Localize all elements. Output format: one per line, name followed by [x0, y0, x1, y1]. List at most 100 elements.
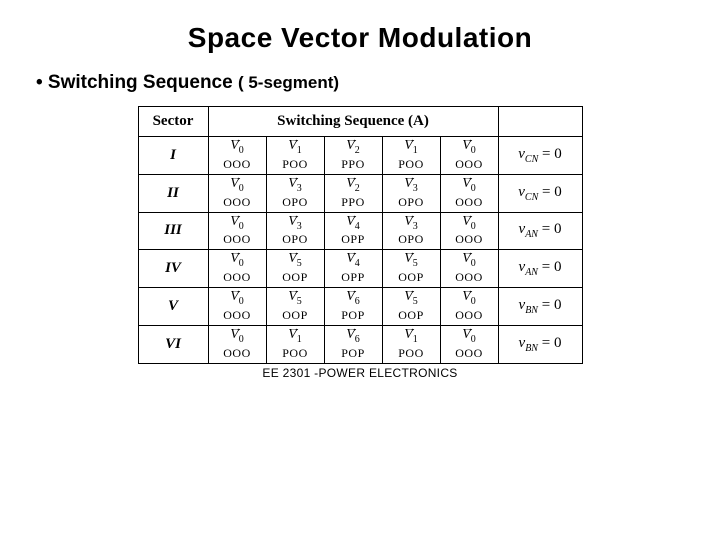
switching-code: POP [329, 308, 378, 323]
vector-label: →V3 [271, 177, 320, 194]
switching-code: OOO [445, 157, 494, 172]
sector-label: IV [138, 250, 208, 288]
switching-code: OPO [271, 232, 320, 247]
vector-label: →V5 [271, 252, 320, 269]
switching-sequence-table: Sector Switching Sequence (A) I→V0OOO→V1… [138, 106, 583, 364]
sequence-cell: →V1POO [266, 325, 324, 363]
sequence-cell: →V3OPO [382, 174, 440, 212]
sequence-cell: →V0OOO [208, 250, 266, 288]
vector-label: →V0 [445, 290, 494, 307]
sequence-cell: →V4OPP [324, 250, 382, 288]
switching-code: OOO [445, 270, 494, 285]
sequence-cell: →V0OOO [440, 250, 498, 288]
vector-label: →V0 [213, 328, 262, 345]
sequence-cell: →V0OOO [208, 137, 266, 175]
table-row: II→V0OOO→V3OPO→V2PPO→V3OPO→V0OOOvCN = 0 [138, 174, 582, 212]
sequence-cell: →V1POO [382, 137, 440, 175]
switching-code: OOO [445, 308, 494, 323]
vector-label: →V2 [329, 177, 378, 194]
sequence-cell: →V3OPO [382, 212, 440, 250]
vector-label: →V2 [329, 139, 378, 156]
equation-cell: vCN = 0 [498, 174, 582, 212]
switching-code: OPO [387, 232, 436, 247]
vector-label: →V1 [271, 139, 320, 156]
vector-label: →V0 [445, 139, 494, 156]
table-row: I→V0OOO→V1POO→V2PPO→V1POO→V0OOOvCN = 0 [138, 137, 582, 175]
switching-code: PPO [329, 157, 378, 172]
vector-label: →V0 [213, 290, 262, 307]
table-row: IV→V0OOO→V5OOP→V4OPP→V5OOP→V0OOOvAN = 0 [138, 250, 582, 288]
switching-code: POO [387, 157, 436, 172]
equation-cell: vAN = 0 [498, 212, 582, 250]
vector-label: →V1 [271, 328, 320, 345]
sequence-cell: →V5OOP [266, 250, 324, 288]
switching-code: OOO [213, 308, 262, 323]
sector-label: III [138, 212, 208, 250]
vector-label: →V0 [213, 177, 262, 194]
vector-label: →V3 [387, 215, 436, 232]
sequence-cell: →V0OOO [208, 212, 266, 250]
vector-label: →V1 [387, 328, 436, 345]
sequence-cell: →V0OOO [208, 325, 266, 363]
sector-label: II [138, 174, 208, 212]
table-row: VI→V0OOO→V1POO→V6POP→V1POO→V0OOOvBN = 0 [138, 325, 582, 363]
sequence-cell: →V3OPO [266, 212, 324, 250]
sequence-cell: →V0OOO [440, 174, 498, 212]
vector-label: →V0 [213, 252, 262, 269]
sequence-cell: →V5OOP [266, 288, 324, 326]
vector-label: →V3 [387, 177, 436, 194]
switching-code: OOP [387, 270, 436, 285]
sequence-cell: →V0OOO [440, 137, 498, 175]
switching-code: OOO [445, 232, 494, 247]
table-header-row: Sector Switching Sequence (A) [138, 107, 582, 137]
sequence-cell: →V1POO [266, 137, 324, 175]
vector-label: →V0 [213, 139, 262, 156]
sequence-cell: →V6POP [324, 288, 382, 326]
table-row: V→V0OOO→V5OOP→V6POP→V5OOP→V0OOOvBN = 0 [138, 288, 582, 326]
sequence-cell: →V0OOO [440, 325, 498, 363]
sequence-cell: →V5OOP [382, 288, 440, 326]
switching-code: OOO [445, 346, 494, 361]
sequence-cell: →V1POO [382, 325, 440, 363]
sequence-cell: →V0OOO [208, 288, 266, 326]
switching-code: OOO [445, 195, 494, 210]
vector-label: →V3 [271, 215, 320, 232]
vector-label: →V0 [445, 215, 494, 232]
sequence-cell: →V3OPO [266, 174, 324, 212]
switching-code: OPO [271, 195, 320, 210]
equation-cell: vBN = 0 [498, 288, 582, 326]
sequence-cell: →V0OOO [208, 174, 266, 212]
sequence-cell: →V0OOO [440, 288, 498, 326]
switching-code: OOP [387, 308, 436, 323]
switching-code: OOO [213, 270, 262, 285]
vector-label: →V5 [387, 252, 436, 269]
sequence-cell: →V5OOP [382, 250, 440, 288]
vector-label: →V0 [445, 328, 494, 345]
sequence-cell: →V2PPO [324, 174, 382, 212]
switching-code: POP [329, 346, 378, 361]
vector-label: →V4 [329, 215, 378, 232]
subtitle-paren: ( 5-segment) [238, 73, 339, 92]
page-footer: EE 2301 -POWER ELECTRONICS [30, 366, 690, 380]
switching-code: OPO [387, 195, 436, 210]
sequence-cell: →V2PPO [324, 137, 382, 175]
sector-label: V [138, 288, 208, 326]
equation-cell: vCN = 0 [498, 137, 582, 175]
switching-code: POO [271, 346, 320, 361]
section-subtitle: • Switching Sequence ( 5-segment) [36, 72, 690, 94]
header-equation [498, 107, 582, 137]
switching-code: OOP [271, 308, 320, 323]
sequence-cell: →V0OOO [440, 212, 498, 250]
switching-code: PPO [329, 195, 378, 210]
sector-label: I [138, 137, 208, 175]
table-row: III→V0OOO→V3OPO→V4OPP→V3OPO→V0OOOvAN = 0 [138, 212, 582, 250]
switching-code: OPP [329, 270, 378, 285]
vector-label: →V1 [387, 139, 436, 156]
vector-label: →V4 [329, 252, 378, 269]
switching-code: OOO [213, 346, 262, 361]
vector-label: →V0 [445, 177, 494, 194]
page-title: Space Vector Modulation [30, 22, 690, 54]
vector-label: →V6 [329, 290, 378, 307]
header-sequence: Switching Sequence (A) [208, 107, 498, 137]
vector-label: →V5 [387, 290, 436, 307]
